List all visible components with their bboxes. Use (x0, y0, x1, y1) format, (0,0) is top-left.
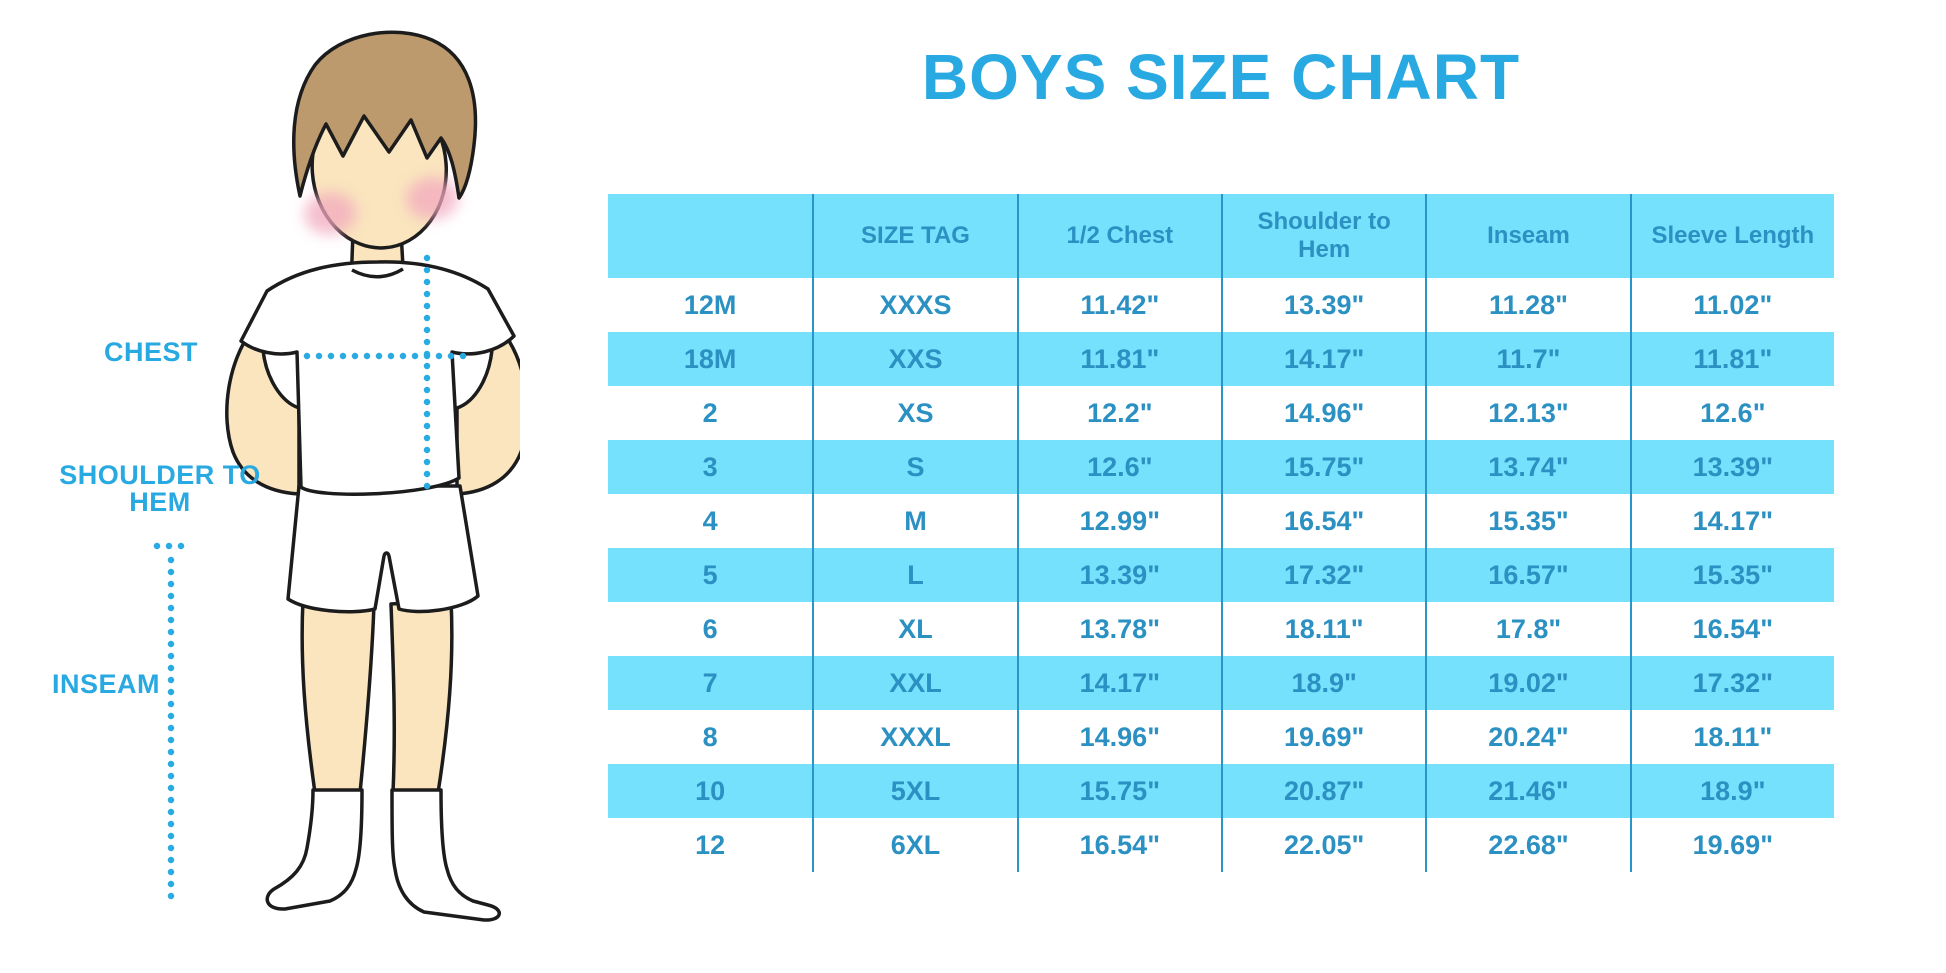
row-size-cell: 2 (702, 397, 718, 428)
table-cell: 18.11" (1220, 602, 1425, 656)
table-cell: 22.68" (1425, 818, 1629, 872)
chest-label: CHEST (103, 337, 198, 367)
inseam-label: INSEAM (51, 669, 160, 699)
table-cell: 11.02" (1629, 278, 1834, 332)
right-sock (390, 788, 501, 922)
header-cell (608, 194, 813, 278)
header-cell: Inseam (1425, 194, 1630, 278)
header-cell: Shoulder to Hem (1220, 194, 1426, 278)
table-cell: 16.57" (1425, 548, 1630, 602)
row-size-cell: 6 (702, 613, 718, 644)
page-title: BOYS SIZE CHART (921, 41, 1521, 113)
row-size-cell: 12 (695, 829, 726, 860)
shorts (286, 484, 480, 614)
boy-measurement-illustration (153, 30, 520, 922)
table-cell: 17.8" (1425, 602, 1629, 656)
table-cell: 11.28" (1425, 278, 1629, 332)
table-cell: 17.32" (1629, 656, 1834, 710)
table-cell: 13.39" (1016, 548, 1221, 602)
table-cell: 15.75" (1220, 440, 1426, 494)
row-size-cell: 5 (608, 548, 813, 602)
table-cell: 11.81" (1629, 332, 1834, 386)
table-cell: 11.7" (1425, 332, 1630, 386)
table-cell: 14.96" (1220, 386, 1425, 440)
table-cell: 13.74" (1425, 440, 1630, 494)
table-cell: 18.9" (1629, 764, 1834, 818)
table-cell: XXXS (812, 278, 1016, 332)
row-size-cell: 10 (608, 764, 813, 818)
table-cell: 11.81" (1016, 332, 1221, 386)
hair (292, 30, 478, 200)
table-cell: 18.11" (1629, 710, 1834, 764)
table-cell: 15.35" (1629, 548, 1834, 602)
right-arm (455, 330, 520, 496)
row-size-cell: 8 (702, 721, 718, 752)
table-cell: 14.96" (1016, 710, 1221, 764)
header-cell: Sleeve Length (1629, 194, 1834, 278)
table-cell: 12.2" (1016, 386, 1221, 440)
shoulder-to-hem-label: SHOULDER TO HEM (59, 460, 261, 517)
header-cell: 1/2 Chest (1016, 194, 1221, 278)
row-size-cell: 3 (608, 440, 813, 494)
table-cell: 6XL (812, 818, 1016, 872)
left-sock (265, 788, 364, 911)
blush-left-cheek (304, 192, 357, 235)
table-cell: 14.17" (1220, 332, 1426, 386)
table-cell: 16.54" (1629, 602, 1834, 656)
table-cell: 15.35" (1425, 494, 1629, 548)
table-cell: 13.39" (1629, 440, 1834, 494)
collar-line (351, 267, 404, 279)
table-cell: 12.13" (1425, 386, 1629, 440)
row-size-cell: 18M (608, 332, 813, 386)
table-cell: 5XL (812, 764, 1017, 818)
table-cell: 14.17" (1016, 656, 1221, 710)
table-cell: 22.05" (1220, 818, 1425, 872)
table-cell: XXXL (812, 710, 1016, 764)
table-cell: 17.32" (1220, 548, 1426, 602)
table-cell: 19.69" (1629, 818, 1834, 872)
table-cell: 11.42" (1016, 278, 1221, 332)
row-size-cell: 12M (683, 289, 737, 320)
table-cell: XXL (812, 656, 1017, 710)
table-cell: 12.99" (1016, 494, 1221, 548)
table-cell: XS (812, 386, 1016, 440)
table-cell: L (812, 548, 1017, 602)
table-cell: 21.46" (1425, 764, 1630, 818)
table-cell: 12.6" (1629, 386, 1834, 440)
left-leg (300, 598, 376, 795)
table-cell: 14.17" (1629, 494, 1834, 548)
row-size-cell: 7 (608, 656, 813, 710)
table-cell: 19.02" (1425, 656, 1630, 710)
blush-right-cheek (406, 177, 459, 220)
table-cell: 12.6" (1016, 440, 1221, 494)
table-cell: M (812, 494, 1016, 548)
table-cell: 18.9" (1220, 656, 1426, 710)
tshirt (239, 260, 516, 496)
table-cell: 16.54" (1220, 494, 1425, 548)
table-cell: S (812, 440, 1017, 494)
table-cell: 13.78" (1016, 602, 1221, 656)
right-leg (389, 598, 454, 795)
size-table: SIZE TAG 1/2 Chest Shoulder to Hem Inseam Sl… (608, 194, 1834, 872)
table-cell: 19.69" (1220, 710, 1425, 764)
row-size-cell: 4 (702, 505, 718, 536)
table-cell: 13.39" (1220, 278, 1425, 332)
table-cell: XL (812, 602, 1016, 656)
table-cell: 20.87" (1220, 764, 1426, 818)
table-cell: 15.75" (1016, 764, 1221, 818)
table-cell: XXS (812, 332, 1017, 386)
left-arm (225, 328, 301, 496)
table-cell: 16.54" (1016, 818, 1221, 872)
header-cell: SIZE TAG (812, 194, 1017, 278)
table-cell: 20.24" (1425, 710, 1629, 764)
